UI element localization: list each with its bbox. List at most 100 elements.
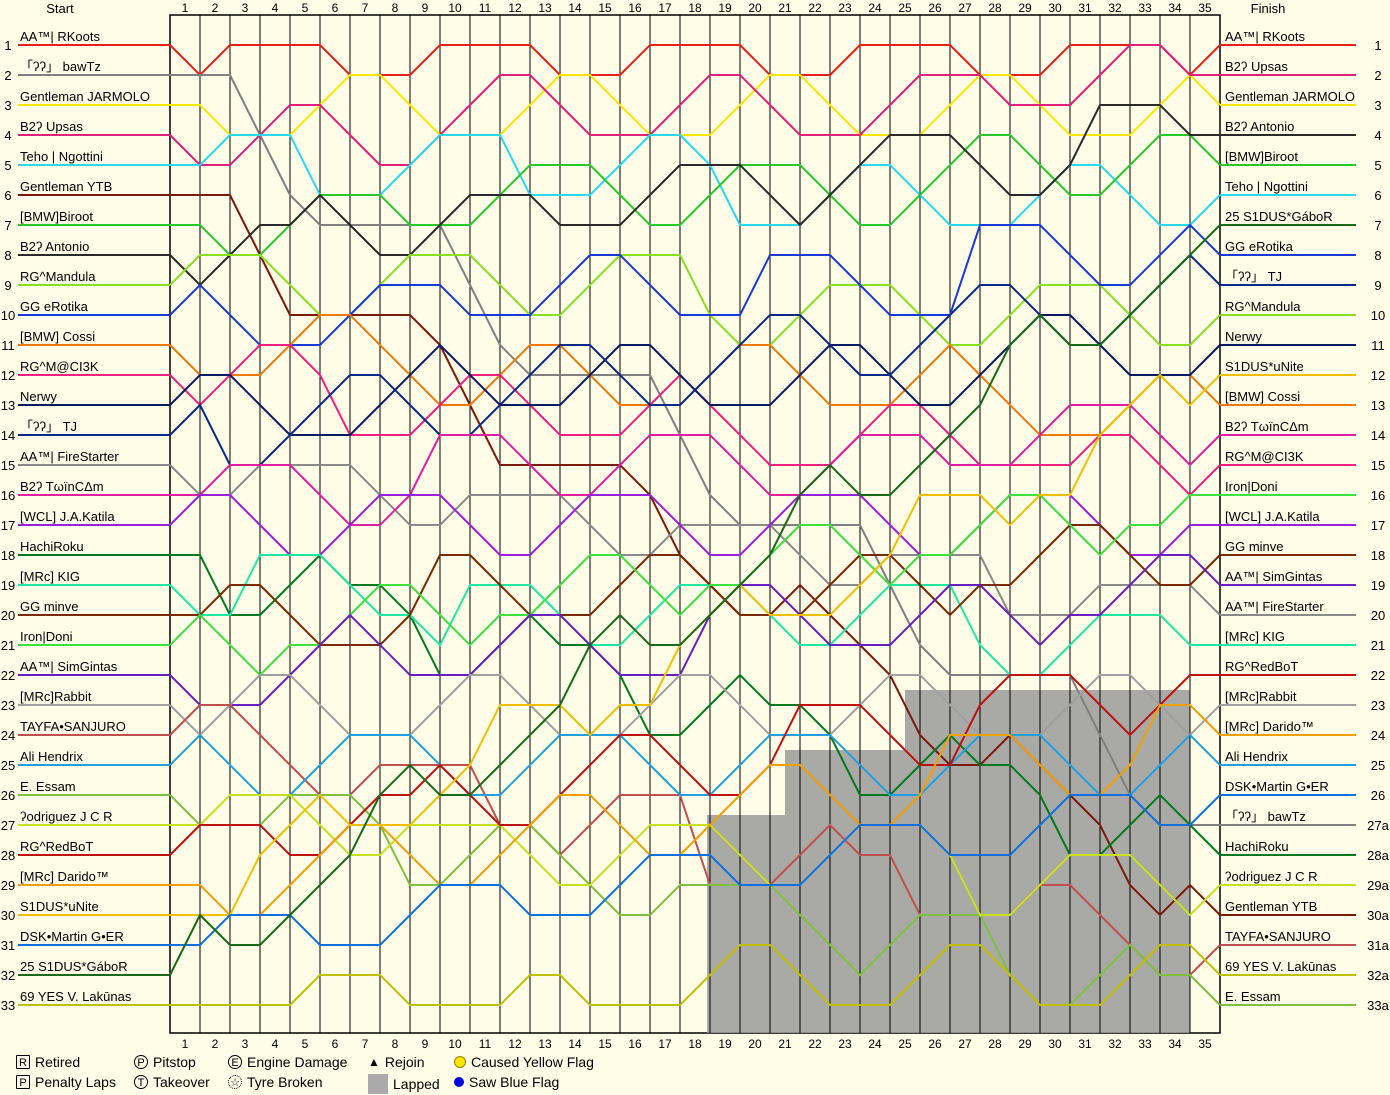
position-label-left: 13: [1, 398, 15, 413]
start-driver-name: DSK•Martin G•ER: [20, 929, 124, 944]
start-driver-name: Iron|Doni: [20, 629, 73, 644]
position-label-left: 22: [1, 668, 15, 683]
legend: R Retired P Penalty Laps P Pitstop T Takeove…: [14, 1054, 634, 1094]
finish-driver-name: B2ʔ Upsas: [1225, 59, 1288, 74]
position-label-right: 22: [1371, 668, 1385, 683]
lap-label-bottom: 4: [272, 1037, 279, 1050]
legend-takeover: T Takeover: [134, 1074, 210, 1090]
driver-trace: [169, 223, 1221, 346]
finish-driver-name: AA™| SimGintas: [1225, 569, 1323, 584]
lap-label-top: 15: [598, 1, 612, 15]
legend-lapped-label: Lapped: [393, 1076, 440, 1092]
position-label-left: 23: [1, 698, 15, 713]
lap-label-top: 34: [1168, 1, 1182, 15]
driver-trace: [170, 134, 1221, 256]
position-label-right: 6: [1374, 188, 1381, 203]
lap-label-top: 13: [538, 1, 552, 15]
position-label-right: 28a: [1367, 848, 1389, 863]
finish-driver-name: S1DUS*uNite: [1225, 359, 1304, 374]
lap-label-bottom: 10: [448, 1037, 462, 1050]
lap-label-top: 5: [302, 1, 309, 15]
position-label-left: 18: [1, 548, 15, 563]
position-label-right: 29a: [1367, 878, 1389, 893]
lap-label-bottom: 15: [598, 1037, 612, 1050]
lap-label-top: 35: [1198, 1, 1212, 15]
lap-label-top: 30: [1048, 1, 1062, 15]
blue-flag-icon: [454, 1077, 464, 1087]
position-label-right: 20: [1371, 608, 1385, 623]
position-label-left: 21: [1, 638, 15, 653]
lap-label-top: 27: [958, 1, 972, 15]
lap-label-bottom: 19: [718, 1037, 732, 1050]
position-label-left: 30: [1, 908, 15, 923]
driver-trace: [169, 224, 1221, 976]
lap-label-bottom: 7: [362, 1037, 369, 1050]
start-driver-name: GG eRotika: [20, 299, 89, 314]
finish-driver-name: 「ʔʔ」 TJ: [1225, 269, 1282, 284]
lap-label-bottom: 25: [898, 1037, 912, 1050]
lap-label-top: 2: [212, 1, 219, 15]
position-label-right: 10: [1371, 308, 1385, 323]
position-label-right: 24: [1371, 728, 1385, 743]
position-label-left: 26: [1, 788, 15, 803]
lap-label-top: 1: [182, 1, 189, 15]
finish-driver-name: B2ʔ Antonio: [1225, 119, 1294, 134]
driver-trace: [169, 674, 1221, 737]
lap-label-bottom: 3: [242, 1037, 249, 1050]
position-label-right: 1: [1374, 38, 1381, 53]
finish-driver-name: 「ʔʔ」 bawTz: [1225, 809, 1306, 824]
start-driver-name: GG minve: [20, 599, 79, 614]
finish-driver-name: AA™| RKoots: [1225, 29, 1305, 44]
lap-label-top: 3: [242, 1, 249, 15]
finish-driver-name: 69 YES V. Lakūnas: [1225, 959, 1337, 974]
legend-tyre-label: Tyre Broken: [247, 1074, 323, 1090]
position-label-left: 5: [4, 158, 11, 173]
position-label-right: 18: [1371, 548, 1385, 563]
lap-label-bottom: 14: [568, 1037, 582, 1050]
lapped-region: [785, 750, 905, 1033]
position-label-left: 12: [1, 368, 15, 383]
lap-label-bottom: 9: [422, 1037, 429, 1050]
finish-driver-name: 25 S1DUS*GáboR: [1225, 209, 1333, 224]
lapped-swatch-icon: [368, 1074, 388, 1094]
driver-trace: [170, 73, 1221, 136]
start-driver-name: 69 YES V. Lakūnas: [20, 989, 132, 1004]
position-label-right: 30a: [1367, 908, 1389, 923]
driver-trace: [170, 524, 1221, 646]
position-label-right: 21: [1371, 638, 1385, 653]
start-driver-name: AA™| RKoots: [20, 29, 100, 44]
start-driver-name: Ali Hendrix: [20, 749, 83, 764]
position-label-left: 19: [1, 578, 15, 593]
lap-label-top: 21: [778, 1, 792, 15]
driver-trace: [170, 794, 1221, 946]
position-label-right: 3: [1374, 98, 1381, 113]
legend-rejoin: ▲ Rejoin: [368, 1054, 425, 1070]
start-driver-name: Gentleman JARMOLO: [20, 89, 150, 104]
position-label-left: 28: [1, 848, 15, 863]
start-driver-name: AA™| FireStarter: [20, 449, 119, 464]
finish-driver-name: Nerwy: [1225, 329, 1262, 344]
lap-label-top: 26: [928, 1, 942, 15]
lap-label-top: 8: [392, 1, 399, 15]
finish-header: Finish: [1251, 1, 1286, 16]
lap-label-top: 4: [272, 1, 279, 15]
driver-trace: [169, 554, 1221, 706]
position-label-left: 1: [4, 38, 11, 53]
position-label-left: 29: [1, 878, 15, 893]
position-label-right: 5: [1374, 158, 1381, 173]
finish-driver-name: DSK•Martin G•ER: [1225, 779, 1329, 794]
finish-driver-name: HachiRoku: [1225, 839, 1289, 854]
finish-driver-name: Teho | Ngottini: [1225, 179, 1308, 194]
start-driver-name: Teho | Ngottini: [20, 149, 103, 164]
start-driver-name: AA™| SimGintas: [20, 659, 118, 674]
legend-takeover-label: Takeover: [153, 1074, 210, 1090]
finish-driver-name: ʔodriguez J C R: [1225, 869, 1317, 884]
legend-yellow-label: Caused Yellow Flag: [471, 1054, 594, 1070]
position-label-left: 11: [1, 338, 15, 353]
start-driver-name: [MRc] KIG: [20, 569, 80, 584]
position-label-left: 15: [1, 458, 15, 473]
start-driver-name: RG^RedBoT: [20, 839, 93, 854]
lap-chart: 1122334455667788991010111112121313141415…: [1, 1, 1390, 1050]
lap-label-bottom: 2: [212, 1037, 219, 1050]
position-label-left: 10: [1, 308, 15, 323]
